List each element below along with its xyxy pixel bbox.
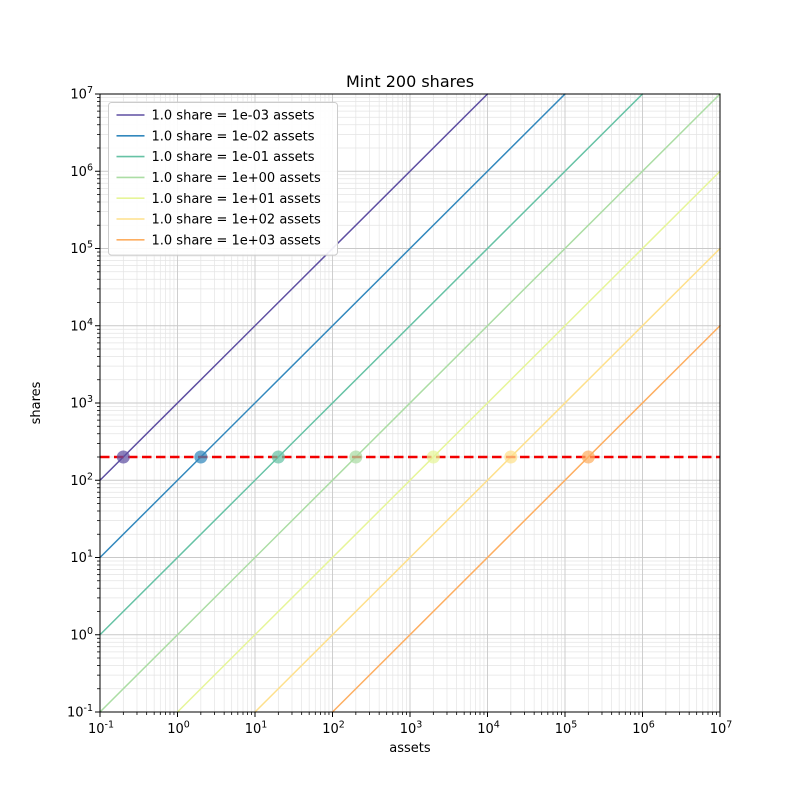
mint-point-markers	[116, 450, 595, 464]
x-tick-label: 106	[632, 720, 655, 738]
x-tick-label: 10-1	[88, 720, 114, 738]
y-tick-labels: 10-1 100 101 102 103 104 105 106 107	[67, 85, 93, 721]
x-tick-label: 101	[245, 720, 268, 738]
y-tick-label: 107	[70, 85, 93, 103]
series-line	[99, 93, 721, 713]
y-tick-label: 106	[70, 162, 93, 180]
series-line	[254, 247, 721, 713]
y-axis-label: shares	[29, 381, 44, 424]
legend-label: 1.0 share = 1e+03 assets	[152, 233, 321, 248]
x-tick-label: 100	[167, 720, 190, 738]
legend-item: 1.0 share = 1e-01 assets	[116, 150, 315, 165]
x-tick-label: 104	[477, 720, 500, 738]
y-tick-label: 100	[70, 626, 93, 644]
legend-frame	[108, 102, 338, 256]
series-line	[99, 93, 489, 481]
legend-item: 1.0 share = 1e-03 assets	[116, 109, 315, 124]
x-tick-label: 107	[710, 720, 733, 738]
legend: 1.0 share = 1e-03 assets 1.0 share = 1e-0…	[108, 102, 338, 256]
legend-item: 1.0 share = 1e+03 assets	[116, 233, 321, 248]
legend-label: 1.0 share = 1e-01 assets	[152, 150, 315, 165]
mint-point-marker	[271, 450, 285, 464]
series-line	[99, 93, 566, 559]
legend-label: 1.0 share = 1e-02 assets	[152, 129, 315, 144]
x-tick-labels: 10-1 100 101 102 103 104 105 106 107	[88, 720, 732, 738]
y-tick-label: 103	[70, 394, 93, 412]
y-tick-label: 105	[70, 240, 93, 258]
chart-title: Mint 200 shares	[346, 72, 474, 91]
x-tick-label: 103	[400, 720, 423, 738]
x-tick-label: 105	[555, 720, 578, 738]
y-tick-label: 101	[70, 549, 93, 567]
y-tick-label: 102	[70, 471, 93, 489]
y-tick-label: 10-1	[67, 703, 93, 721]
mint-point-marker	[426, 450, 440, 464]
legend-label: 1.0 share = 1e+00 assets	[152, 171, 321, 186]
series-line	[176, 170, 721, 713]
mint-point-marker	[581, 450, 595, 464]
x-tick-label: 102	[322, 720, 345, 738]
x-axis-label: assets	[389, 741, 431, 756]
legend-label: 1.0 share = 1e-03 assets	[152, 109, 315, 124]
y-tick-label: 104	[70, 317, 93, 335]
legend-item: 1.0 share = 1e+02 assets	[116, 213, 321, 228]
mint-point-marker	[504, 450, 518, 464]
mint-point-marker	[116, 450, 130, 464]
legend-label: 1.0 share = 1e+02 assets	[152, 213, 321, 228]
axis-ticks	[95, 93, 721, 717]
series-line	[99, 93, 644, 636]
series-line	[331, 325, 721, 713]
mint-point-marker	[349, 450, 363, 464]
legend-label: 1.0 share = 1e+01 assets	[152, 192, 321, 207]
legend-item: 1.0 share = 1e+01 assets	[116, 192, 321, 207]
legend-item: 1.0 share = 1e-02 assets	[116, 129, 315, 144]
series-lines	[99, 93, 721, 713]
legend-item: 1.0 share = 1e+00 assets	[116, 171, 321, 186]
mint-point-marker	[194, 450, 208, 464]
